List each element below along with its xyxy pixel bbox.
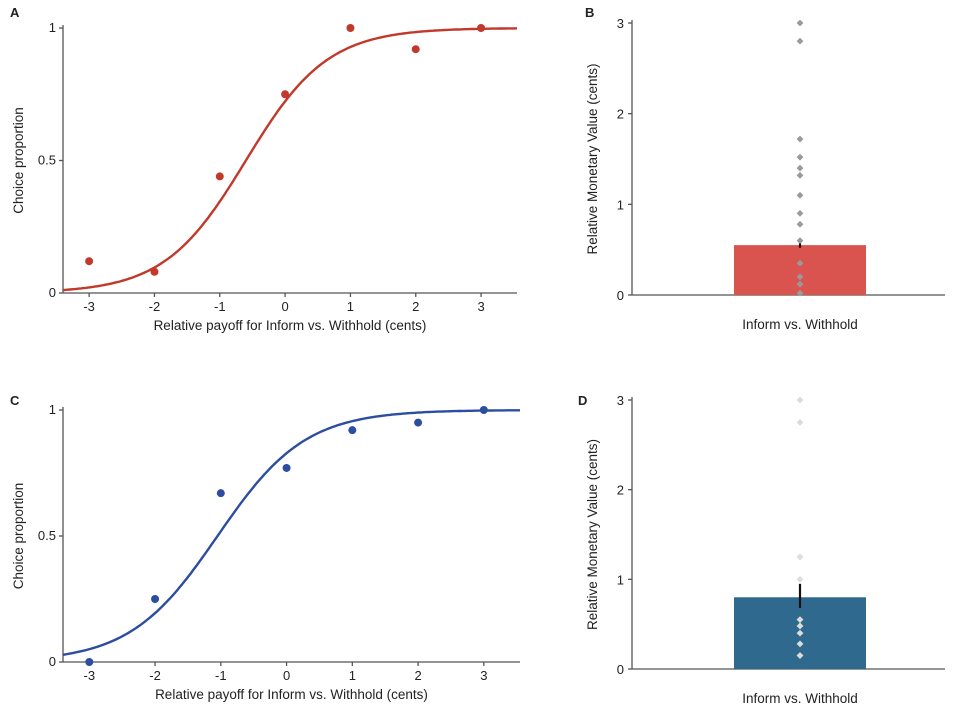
panel-c-data-point [216, 489, 225, 498]
panel-c-data-point [282, 463, 291, 472]
panel-c-letter: C [10, 393, 20, 408]
panel-a-data-point [85, 257, 94, 266]
panel-a-x-tick-label: 0 [281, 299, 288, 314]
panel-b-subject-point [796, 153, 804, 161]
panel-a-y-tick-label: 0 [49, 285, 56, 300]
panel-c-y-tick-label: 1 [49, 402, 56, 417]
panel-b-y-tick-label: 3 [617, 16, 624, 31]
panel-c-data-point [151, 595, 160, 603]
panel-c-y-tick-label: 0 [49, 654, 56, 669]
panel-d-subject-point [796, 629, 804, 637]
panel-c-x-tick-label: -2 [149, 668, 161, 683]
panel-d-subject-point [796, 640, 804, 648]
panel-a-x-tick-label: -2 [149, 299, 161, 314]
panel-d-subject-point [796, 575, 804, 583]
panel-d-y-axis-label: Relative Monetary Value (cents) [585, 439, 600, 630]
panel-b-subject-point [796, 37, 804, 45]
panel-d-subject-point [796, 622, 804, 630]
panel-d-subject-point [796, 553, 804, 561]
panel-c-fit-curve [62, 409, 520, 656]
panel-c-data-point [348, 426, 357, 435]
panel-a-x-tick-label: 1 [347, 299, 354, 314]
panel-a-y-axis-label: Choice proportion [11, 107, 26, 214]
panel-b-y-tick-label: 1 [617, 197, 624, 212]
panel-b-subject-point [796, 220, 804, 228]
panel-b-subject-point [796, 19, 804, 27]
panel-d-y-tick-label: 1 [617, 572, 624, 587]
panel-d-y-tick-label: 0 [617, 662, 624, 677]
panel-b-subject-point [796, 273, 804, 281]
panel-d-subject-point [796, 616, 804, 624]
panel-c-data-point [479, 406, 488, 414]
panel-b-subject-point [796, 259, 804, 267]
panel-a-data-point [215, 172, 224, 181]
panel-c-x-tick-label: -3 [84, 668, 96, 683]
panel-d-y-tick-label: 2 [617, 483, 624, 498]
panel-d-subject-point [796, 652, 804, 659]
panel-a-x-tick-label: -1 [214, 299, 226, 314]
panel-a-x-tick-label: 3 [477, 299, 484, 314]
panel-c-x-axis-label: Relative payoff for Inform vs. Withhold … [155, 687, 428, 702]
panel-c-y-tick-label: 0.5 [38, 528, 56, 543]
panel-b-subject-point [796, 210, 804, 217]
panel-c-x-tick-label: -1 [215, 668, 227, 683]
panel-a-data-point [411, 45, 420, 54]
panel-b-y-tick-label: 2 [617, 107, 624, 122]
panel-a-fit-curve [62, 27, 518, 292]
panel-a-x-tick-label: 2 [412, 299, 419, 314]
panel-b-subject-point [796, 171, 804, 179]
panel-b-subject-point [796, 135, 804, 143]
panel-b-subject-point [796, 164, 804, 172]
panel-d-x-category-label: Inform vs. Withhold [742, 691, 858, 706]
panel-b-y-tick-label: 0 [617, 288, 624, 303]
panel-d-y-tick-label: 3 [617, 393, 624, 408]
panel-a-data-point [281, 90, 290, 99]
panel-d-subject-point [796, 396, 804, 404]
panel-a-x-tick-label: -3 [83, 299, 95, 314]
panel-b-subject-point [796, 237, 804, 244]
panel-c-y-axis-label: Choice proportion [11, 483, 26, 590]
panel-c-data-point [85, 658, 94, 666]
panel-c-x-tick-label: 2 [414, 668, 421, 683]
panel-d-subject-point [796, 419, 804, 426]
panel-b-letter: B [585, 5, 594, 20]
panel-a-x-axis-label: Relative payoff for Inform vs. Withhold … [154, 318, 427, 333]
panel-a-data-point [150, 267, 159, 276]
panel-a-y-tick-label: 1 [49, 20, 56, 35]
panel-b-subject-point [796, 191, 804, 199]
panel-a-y-tick-label: 0.5 [38, 153, 56, 168]
panel-b-x-category-label: Inform vs. Withhold [742, 317, 858, 332]
panel-b-y-axis-label: Relative Monetary Value (cents) [585, 63, 600, 254]
panel-c-data-point [414, 418, 423, 427]
panel-c-x-tick-label: 0 [283, 668, 290, 683]
panel-c-x-tick-label: 3 [480, 668, 487, 683]
panel-c-x-tick-label: 1 [349, 668, 356, 683]
panel-b-subject-point [796, 289, 804, 297]
panel-a-data-point [477, 24, 486, 32]
panel-a-letter: A [10, 5, 20, 20]
panel-d-letter: D [578, 393, 587, 408]
panel-b-subject-point [796, 280, 804, 288]
panel-a-data-point [346, 24, 355, 32]
